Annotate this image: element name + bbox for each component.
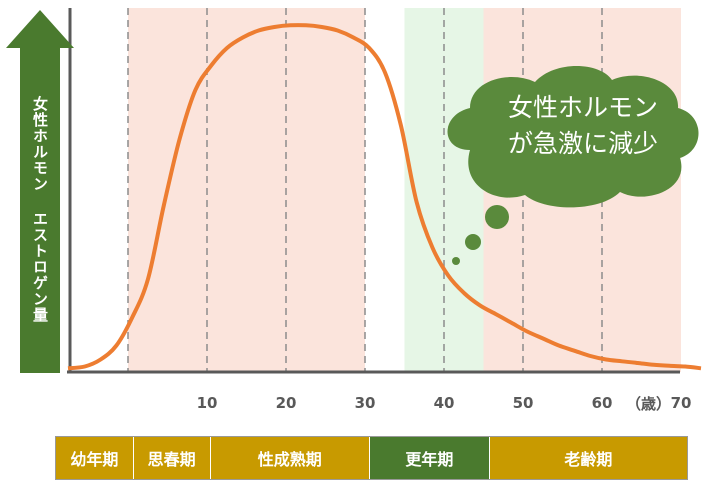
phase-2: 性成熟期 (210, 437, 371, 479)
y-arrow-shaft (20, 46, 60, 373)
callout-cloud-shape (447, 66, 699, 208)
x-tick-label: 20 (275, 394, 297, 412)
x-tick-label: 10 (196, 394, 218, 412)
callout-line-2: が急激に減少 (507, 129, 658, 158)
x-tick-label: 30 (354, 394, 376, 412)
x-tick-label: 70 (670, 394, 692, 412)
x-tick-label: 40 (433, 394, 455, 412)
callout-bubble-medium (465, 234, 481, 250)
callout-cloud (447, 66, 699, 265)
phase-1: 思春期 (133, 437, 211, 479)
x-tick-label: 50 (512, 394, 534, 412)
estrogen-curve (67, 23, 702, 371)
life-phase-bar: 幼年期 思春期 性成熟期 更年期 老齢期 (55, 436, 688, 480)
y-arrow-head (6, 10, 74, 48)
callout-text: 女性ホルモン が急激に減少 (468, 90, 698, 162)
callout-bubble-large (485, 205, 509, 229)
x-axis-unit: （歳） (626, 395, 672, 413)
callout-line-1: 女性ホルモン (507, 93, 658, 122)
callout-bubble-small (452, 257, 460, 265)
x-tick-label: 60 (591, 394, 613, 412)
y-axis-label: 女性ホルモン エストロゲン量 (31, 96, 49, 323)
phase-3: 更年期 (370, 437, 490, 479)
phase-4: 老齢期 (489, 437, 688, 479)
phase-0: 幼年期 (56, 437, 134, 479)
